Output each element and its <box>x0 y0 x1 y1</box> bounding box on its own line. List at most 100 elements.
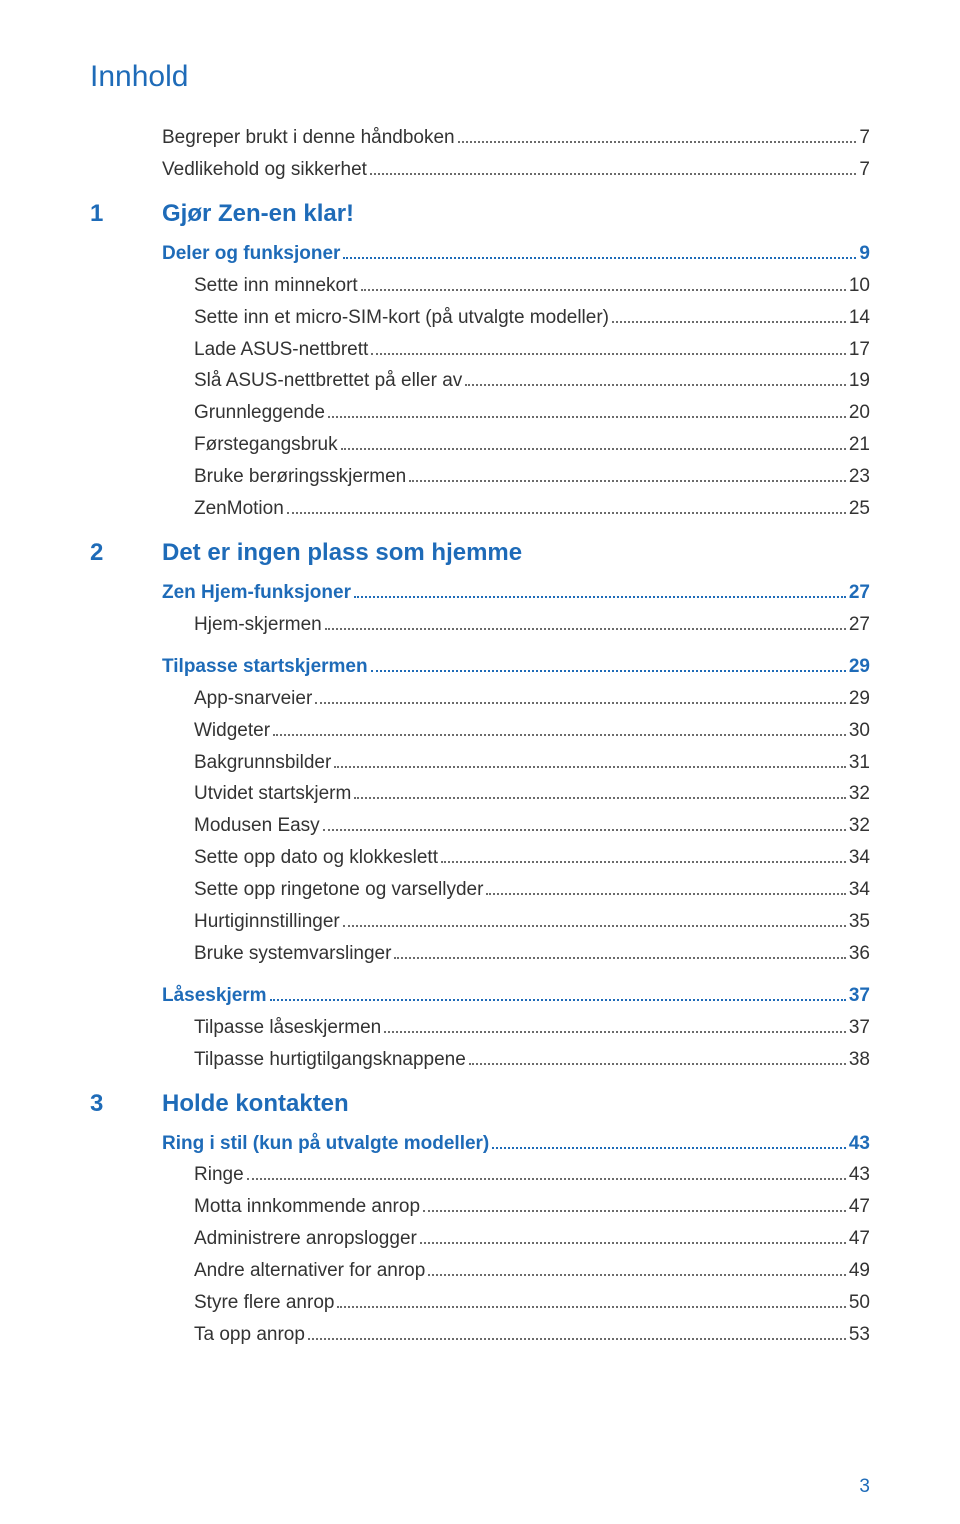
toc-entry[interactable]: Tilpasse hurtigtilgangsknappene38 <box>162 1044 870 1076</box>
chapter-heading: 3Holde kontakten <box>90 1090 870 1118</box>
toc-dots <box>428 1259 846 1276</box>
toc-entry-page: 47 <box>849 1191 870 1223</box>
toc-dots <box>247 1163 846 1180</box>
chapter-label: Det er ingen plass som hjemme <box>162 539 522 567</box>
toc-entry[interactable]: Bakgrunnsbilder31 <box>162 747 870 779</box>
toc-entry-page: 7 <box>859 154 870 186</box>
toc-dots <box>337 1291 845 1308</box>
toc-entry-label: Widgeter <box>194 715 270 747</box>
toc-entry[interactable]: Utvidet startskjerm32 <box>162 778 870 810</box>
toc-entry-label: Deler og funksjoner <box>162 238 340 270</box>
toc-entry[interactable]: Sette opp ringetone og varsellyder34 <box>162 874 870 906</box>
toc-entry[interactable]: Sette inn et micro-SIM-kort (på utvalgte… <box>162 302 870 334</box>
toc-entry-page: 35 <box>849 906 870 938</box>
toc-entry[interactable]: Hjem-skjermen27 <box>162 609 870 641</box>
toc-entry-page: 14 <box>849 302 870 334</box>
toc-entry[interactable]: Widgeter 30 <box>162 715 870 747</box>
chapter-number: 3 <box>90 1092 162 1116</box>
toc-entry-label: Andre alternativer for anrop <box>194 1255 425 1287</box>
toc-entry-label: Utvidet startskjerm <box>194 778 351 810</box>
intro-block: Begreper brukt i denne håndboken7Vedlike… <box>162 122 870 186</box>
chapter-heading: 2Det er ingen plass som hjemme <box>90 539 870 567</box>
toc-entry-label: Vedlikehold og sikkerhet <box>162 154 367 186</box>
toc-entry-label: Sette opp dato og klokkeslett <box>194 842 438 874</box>
chapter-label: Holde kontakten <box>162 1090 349 1118</box>
toc-entry-label: Zen Hjem-funksjoner <box>162 577 351 609</box>
toc-entry[interactable]: Bruke systemvarslinger 36 <box>162 938 870 970</box>
toc-entry[interactable]: Modusen Easy32 <box>162 810 870 842</box>
toc-entry-label: Administrere anropslogger <box>194 1223 417 1255</box>
toc-entry-label: Bakgrunnsbilder <box>194 747 331 779</box>
chapter-content: Deler og funksjoner 9Sette inn minnekort1… <box>162 238 870 525</box>
toc-entry[interactable]: Andre alternativer for anrop 49 <box>162 1255 870 1287</box>
toc-entry[interactable]: Låseskjerm37 <box>162 980 870 1012</box>
toc-entry-page: 34 <box>849 874 870 906</box>
toc-entry-page: 20 <box>849 397 870 429</box>
toc-dots <box>361 274 846 291</box>
toc-entry[interactable]: Ringe43 <box>162 1159 870 1191</box>
toc-entry-label: Bruke berøringsskjermen <box>194 461 406 493</box>
toc-entry[interactable]: Styre flere anrop 50 <box>162 1287 870 1319</box>
toc-entry[interactable]: Bruke berøringsskjermen 23 <box>162 461 870 493</box>
toc-entry[interactable]: Ta opp anrop53 <box>162 1319 870 1351</box>
toc-entry-page: 29 <box>849 683 870 715</box>
toc-entry[interactable]: App-snarveier 29 <box>162 683 870 715</box>
toc-dots <box>273 719 846 736</box>
toc-entry[interactable]: Førstegangsbruk21 <box>162 429 870 461</box>
toc-entry[interactable]: Sette inn minnekort10 <box>162 270 870 302</box>
toc-dots <box>354 782 846 799</box>
toc-entry-page: 49 <box>849 1255 870 1287</box>
toc-entry-label: Bruke systemvarslinger <box>194 938 391 970</box>
toc-dots <box>270 984 846 1001</box>
toc-entry-page: 30 <box>849 715 870 747</box>
toc-entry[interactable]: Ring i stil (kun på utvalgte modeller) 43 <box>162 1128 870 1160</box>
toc-dots <box>394 942 845 959</box>
toc-entry[interactable]: Motta innkommende anrop 47 <box>162 1191 870 1223</box>
page-number: 3 <box>859 1476 870 1498</box>
toc-dots <box>465 369 846 386</box>
toc-entry[interactable]: Sette opp dato og klokkeslett34 <box>162 842 870 874</box>
toc-dots <box>371 337 846 354</box>
toc-dots <box>334 750 846 767</box>
chapter-content: Ring i stil (kun på utvalgte modeller) 43… <box>162 1128 870 1351</box>
toc-dots <box>325 613 846 630</box>
toc-entry-label: Tilpasse hurtigtilgangsknappene <box>194 1044 466 1076</box>
toc-entry[interactable]: Tilpasse startskjermen29 <box>162 651 870 683</box>
toc-entry[interactable]: Deler og funksjoner 9 <box>162 238 870 270</box>
toc-entry[interactable]: Grunnleggende20 <box>162 397 870 429</box>
toc-entry-label: App-snarveier <box>194 683 312 715</box>
toc-entry-page: 37 <box>849 1012 870 1044</box>
toc-entry-label: Modusen Easy <box>194 810 320 842</box>
toc-entry-label: Lade ASUS-nettbrett <box>194 334 368 366</box>
toc-entry-label: Slå ASUS-nettbrettet på eller av <box>194 365 462 397</box>
toc-entry-page: 23 <box>849 461 870 493</box>
toc-entry-label: Motta innkommende anrop <box>194 1191 420 1223</box>
toc-entry[interactable]: Tilpasse låseskjermen37 <box>162 1012 870 1044</box>
toc-entry-label: Ring i stil (kun på utvalgte modeller) <box>162 1128 489 1160</box>
toc-entry-page: 43 <box>849 1128 870 1160</box>
toc-entry[interactable]: Zen Hjem-funksjoner 27 <box>162 577 870 609</box>
toc-entry-page: 27 <box>849 577 870 609</box>
toc-dots <box>315 687 846 704</box>
toc-entry-page: 50 <box>849 1287 870 1319</box>
toc-dots <box>469 1048 846 1065</box>
toc-entry[interactable]: Slå ASUS-nettbrettet på eller av19 <box>162 365 870 397</box>
toc-entry-page: 9 <box>859 238 870 270</box>
toc-entry[interactable]: Vedlikehold og sikkerhet 7 <box>162 154 870 186</box>
toc-entry[interactable]: Begreper brukt i denne håndboken7 <box>162 122 870 154</box>
toc-dots <box>328 401 846 418</box>
chapter-label: Gjør Zen-en klar! <box>162 200 354 228</box>
toc-entry[interactable]: Administrere anropslogger47 <box>162 1223 870 1255</box>
toc-dots <box>343 910 846 927</box>
toc-entry-label: Sette inn et micro-SIM-kort (på utvalgte… <box>194 302 609 334</box>
toc-entry[interactable]: ZenMotion25 <box>162 493 870 525</box>
chapter-content: Zen Hjem-funksjoner 27Hjem-skjermen27 Tilp… <box>162 577 870 1076</box>
toc-entry[interactable]: Hurtiginnstillinger35 <box>162 906 870 938</box>
page-title: Innhold <box>90 60 870 94</box>
toc-dots <box>323 814 846 831</box>
toc-dots <box>341 433 846 450</box>
toc-entry-page: 36 <box>849 938 870 970</box>
toc-entry[interactable]: Lade ASUS-nettbrett17 <box>162 334 870 366</box>
toc-entry-label: Styre flere anrop <box>194 1287 334 1319</box>
toc-entry-page: 10 <box>849 270 870 302</box>
